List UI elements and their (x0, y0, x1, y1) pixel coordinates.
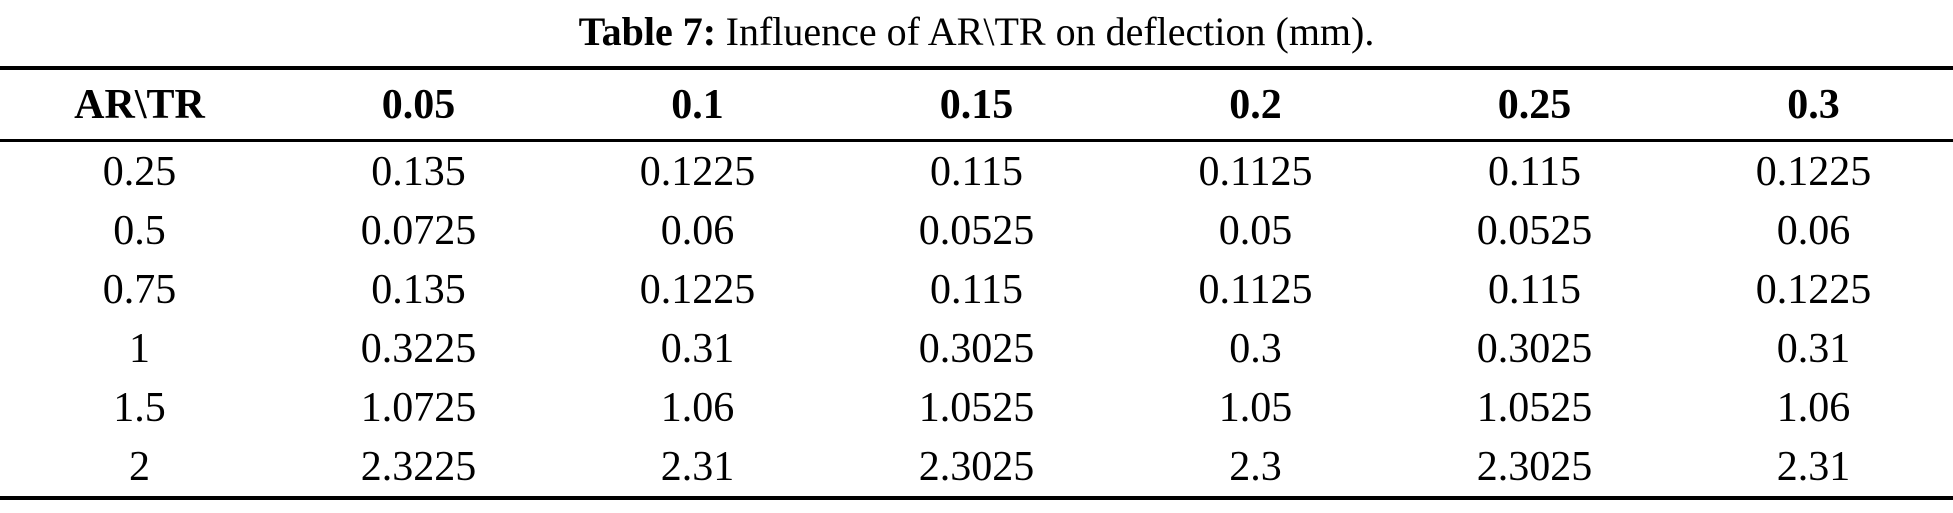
column-header-tr-0.3: 0.3 (1787, 81, 1840, 128)
table-cell: 2.31 (1776, 443, 1851, 490)
row-header: 0.75 (102, 266, 177, 313)
table-body: 0.25 0.135 0.1225 0.115 0.1125 0.115 0.1… (0, 141, 1953, 499)
table-cell: 0.115 (1488, 266, 1581, 313)
table-cell: 0.31 (660, 325, 735, 372)
deflection-table: AR\TR 0.05 0.1 0.15 0.2 0.25 0.3 0.25 0.… (0, 66, 1953, 500)
table-cell: 0.3225 (360, 325, 477, 372)
row-header: 2 (129, 443, 150, 490)
table-cell: 0.3025 (1476, 325, 1593, 372)
table-row: 0.5 0.0725 0.06 0.0525 0.05 0.0525 0.06 (0, 201, 1953, 260)
column-header-tr-0.05: 0.05 (381, 81, 456, 128)
row-header: 0.25 (102, 148, 177, 195)
table-cell: 0.0525 (918, 207, 1035, 254)
table-cell: 0.3 (1229, 325, 1282, 372)
table-cell: 2.3225 (360, 443, 477, 490)
column-header-tr-0.1: 0.1 (671, 81, 724, 128)
table-cell: 1.0525 (1476, 384, 1593, 431)
table-cell: 1.05 (1218, 384, 1293, 431)
table-cell: 2.3025 (918, 443, 1035, 490)
table-cell: 0.1225 (1755, 266, 1872, 313)
table-header: AR\TR 0.05 0.1 0.15 0.2 0.25 0.3 (0, 68, 1953, 141)
table-cell: 2.31 (660, 443, 735, 490)
table-cell: 0.05 (1218, 207, 1293, 254)
table-caption-label: Table 7: (578, 9, 717, 54)
table-row: 0.25 0.135 0.1225 0.115 0.1125 0.115 0.1… (0, 141, 1953, 202)
row-header: 1 (129, 325, 150, 372)
row-header: 0.5 (113, 207, 166, 254)
table-cell: 0.1225 (639, 148, 756, 195)
column-header-tr-0.15: 0.15 (939, 81, 1014, 128)
table-cell: 0.06 (660, 207, 735, 254)
table-cell: 1.0725 (360, 384, 477, 431)
table-row: 0.75 0.135 0.1225 0.115 0.1125 0.115 0.1… (0, 260, 1953, 319)
table-cell: 0.1225 (639, 266, 756, 313)
header-row: AR\TR 0.05 0.1 0.15 0.2 0.25 0.3 (0, 68, 1953, 141)
row-header: 1.5 (113, 384, 166, 431)
table-cell: 1.0525 (918, 384, 1035, 431)
table-cell: 0.1125 (1198, 266, 1313, 313)
table-cell: 2.3 (1229, 443, 1282, 490)
table-cell: 0.3025 (918, 325, 1035, 372)
table-cell: 0.31 (1776, 325, 1851, 372)
table-cell: 0.135 (371, 148, 466, 195)
column-header-artr: AR\TR (74, 81, 205, 128)
table-cell: 0.135 (371, 266, 466, 313)
table-cell: 0.1225 (1755, 148, 1872, 195)
table-cell: 2.3025 (1476, 443, 1593, 490)
table-cell: 0.0725 (360, 207, 477, 254)
table-cell: 0.115 (930, 148, 1023, 195)
column-header-tr-0.2: 0.2 (1229, 81, 1282, 128)
table-caption-text: Influence of AR\TR on deflection (mm). (725, 9, 1375, 54)
table-cell: 0.115 (1488, 148, 1581, 195)
table-caption: Table 7: Influence of AR\TR on deflection… (0, 0, 1953, 66)
table-cell: 0.0525 (1476, 207, 1593, 254)
table-row: 1.5 1.0725 1.06 1.0525 1.05 1.0525 1.06 (0, 378, 1953, 437)
table-row: 2 2.3225 2.31 2.3025 2.3 2.3025 2.31 (0, 437, 1953, 498)
table-cell: 0.06 (1776, 207, 1851, 254)
column-header-tr-0.25: 0.25 (1497, 81, 1572, 128)
table-cell: 1.06 (660, 384, 735, 431)
table-cell: 0.115 (930, 266, 1023, 313)
table-cell: 0.1125 (1198, 148, 1313, 195)
table-cell: 1.06 (1776, 384, 1851, 431)
table-row: 1 0.3225 0.31 0.3025 0.3 0.3025 0.31 (0, 319, 1953, 378)
